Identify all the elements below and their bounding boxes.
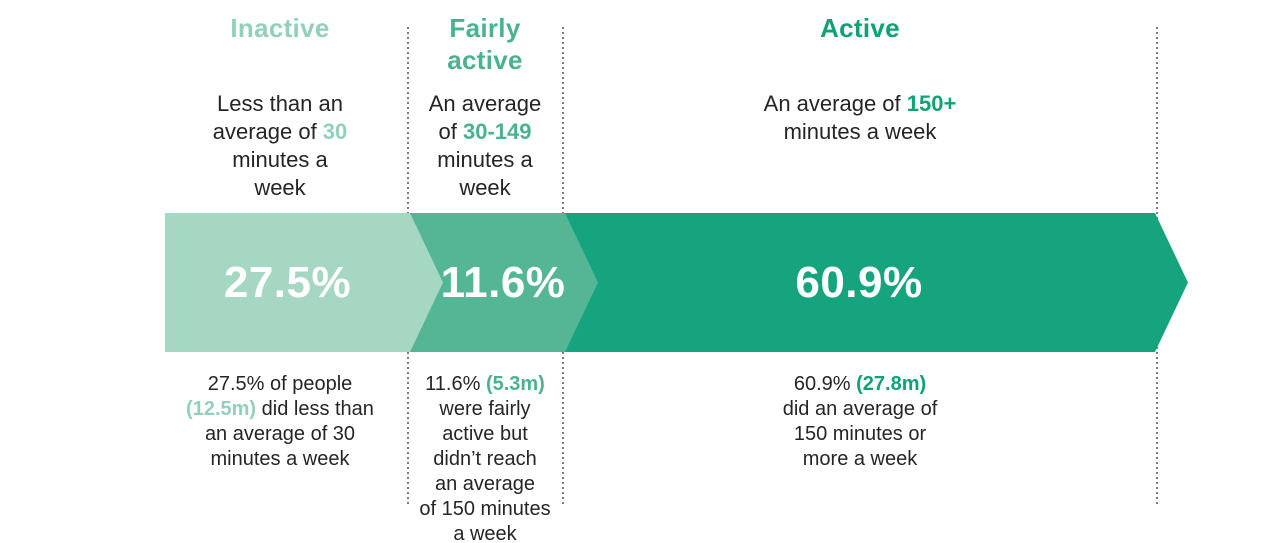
text-line: did an average of xyxy=(565,397,1155,422)
text-line: An average xyxy=(406,90,564,118)
plain-text: average of xyxy=(212,119,323,144)
plain-text: of xyxy=(438,119,463,144)
plain-text: were fairly xyxy=(439,398,531,420)
text-line: an average xyxy=(406,472,564,497)
column-definition-inactive: Less than an average of 30 minutes a week xyxy=(150,90,410,202)
text-line: 150 minutes or xyxy=(565,422,1155,447)
segment-percentage-fairly-active: 11.6% xyxy=(440,257,566,307)
plain-text: week xyxy=(254,175,306,200)
column-title-fairly-active: Fairly active xyxy=(447,13,523,75)
text-line: An average of 150+ xyxy=(565,90,1155,118)
plain-text: a week xyxy=(453,523,517,543)
plain-text: minutes a xyxy=(437,147,533,172)
text-line: 27.5% of people xyxy=(150,372,410,397)
text-line: of 150 minutes xyxy=(406,497,564,522)
highlight-text: (5.3m) xyxy=(485,373,545,395)
highlight-text: 30 xyxy=(322,119,348,144)
column-title-inactive: Inactive xyxy=(230,13,330,43)
segment-percentage-inactive: 27.5% xyxy=(223,257,352,307)
plain-text: week xyxy=(459,175,511,200)
plain-text: minutes a xyxy=(232,147,328,172)
plain-text: An average xyxy=(428,91,542,116)
highlight-text: 30-149 xyxy=(462,119,532,144)
column-definition-active: An average of 150+ minutes a week xyxy=(565,90,1155,146)
column-statistic-inactive: 27.5% of people (12.5m) did less than an a… xyxy=(150,372,410,472)
plain-text: minutes a week xyxy=(783,119,937,144)
plain-text: 11.6% xyxy=(425,373,486,395)
bar-segment-fairly-active: 11.6% xyxy=(408,213,598,352)
text-line: week xyxy=(406,174,564,202)
text-line: (12.5m) did less than xyxy=(150,397,410,422)
text-line: 11.6% (5.3m) xyxy=(406,372,564,397)
column-statistic-active: 60.9% (27.8m) did an average of 150 minute… xyxy=(565,372,1155,472)
plain-text: of 150 minutes xyxy=(419,498,551,520)
text-line: minutes a xyxy=(150,146,410,174)
text-line: a week xyxy=(406,522,564,543)
bar-segment-active: 60.9% xyxy=(563,213,1188,352)
text-line: average of 30 xyxy=(150,118,410,146)
column-definition-fairly-active: An average of 30-149 minutes a week xyxy=(406,90,564,202)
plain-text: an average xyxy=(434,473,536,495)
bar-segment-inactive: 27.5% xyxy=(165,213,443,352)
text-line: an average of 30 xyxy=(150,422,410,447)
text-line: of 30-149 xyxy=(406,118,564,146)
plain-text: 150 minutes or xyxy=(793,423,927,445)
text-line: didn’t reach xyxy=(406,447,564,472)
plain-text: did an average of xyxy=(782,398,938,420)
plain-text: active but xyxy=(442,423,528,445)
text-line: 60.9% (27.8m) xyxy=(565,372,1155,397)
activity-split-arrow-bar: 27.5% 11.6% 60.9% xyxy=(0,213,1266,352)
plain-text: didn’t reach xyxy=(433,448,537,470)
highlight-text: (27.8m) xyxy=(856,373,927,395)
plain-text: 60.9% xyxy=(793,373,857,395)
plain-text: did less than xyxy=(256,398,374,420)
column-statistic-fairly-active: 11.6% (5.3m) were fairly active but didn’t … xyxy=(406,372,564,543)
segment-percentage-active: 60.9% xyxy=(795,257,923,307)
highlight-text: (12.5m) xyxy=(186,398,257,420)
text-line: Less than an xyxy=(150,90,410,118)
column-title-active: Active xyxy=(820,13,900,43)
plain-text: Less than an xyxy=(217,91,343,116)
plain-text: more a week xyxy=(802,448,918,470)
text-line: were fairly xyxy=(406,397,564,422)
plain-text: minutes a week xyxy=(210,448,350,470)
text-line: minutes a week xyxy=(150,447,410,472)
text-line: more a week xyxy=(565,447,1155,472)
text-line: active but xyxy=(406,422,564,447)
text-line: minutes a week xyxy=(565,118,1155,146)
plain-text: an average of 30 xyxy=(204,423,356,445)
text-line: minutes a xyxy=(406,146,564,174)
highlight-text: 150+ xyxy=(906,91,957,116)
plain-text: 27.5% of people xyxy=(207,373,353,395)
plain-text: An average of xyxy=(763,91,907,116)
text-line: week xyxy=(150,174,410,202)
